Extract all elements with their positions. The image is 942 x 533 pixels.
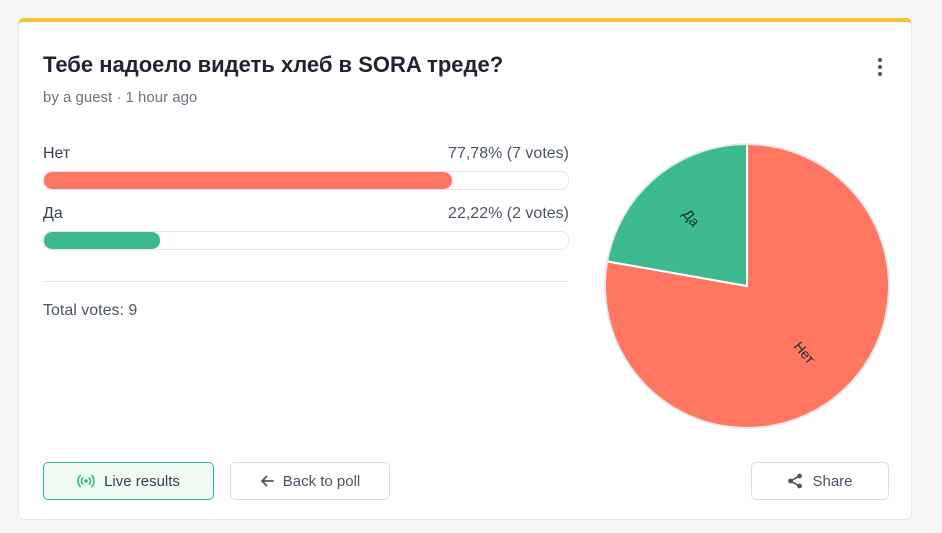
back-to-poll-label: Back to poll <box>282 472 361 490</box>
option-stat: 77,78% (7 votes) <box>448 145 569 162</box>
option-label: Да <box>43 205 63 222</box>
result-bar-fill <box>44 232 161 249</box>
arrow-left-icon <box>260 475 274 487</box>
kebab-menu-icon[interactable] <box>871 56 889 78</box>
poll-meta: by a guest · 1 hour ago <box>43 89 198 106</box>
back-to-poll-button[interactable]: Back to poll <box>230 462 390 500</box>
share-button[interactable]: Share <box>751 462 889 500</box>
poll-title: Тебе надоело видеть хлеб в SORA треде? <box>43 52 504 77</box>
option-label: Нет <box>43 145 71 162</box>
result-bar-track <box>43 231 569 250</box>
share-label: Share <box>812 472 853 490</box>
option-stat: 22,22% (2 votes) <box>448 205 569 222</box>
divider <box>43 281 569 282</box>
pie-outline <box>604 143 890 429</box>
live-results-label: Live results <box>104 472 180 490</box>
result-option-da: Да 22,22% (2 votes) <box>43 204 569 250</box>
result-bar-fill <box>44 172 452 189</box>
broadcast-icon <box>77 474 95 488</box>
live-results-button[interactable]: Live results <box>43 462 214 500</box>
poll-results-card: Тебе надоело видеть хлеб в SORA треде? b… <box>18 18 912 520</box>
pie-slice <box>605 142 748 288</box>
share-icon <box>787 473 803 489</box>
result-bar-track <box>43 171 569 190</box>
total-votes: Total votes: 9 <box>43 302 138 319</box>
result-option-net: Нет 77,78% (7 votes) <box>43 144 569 190</box>
